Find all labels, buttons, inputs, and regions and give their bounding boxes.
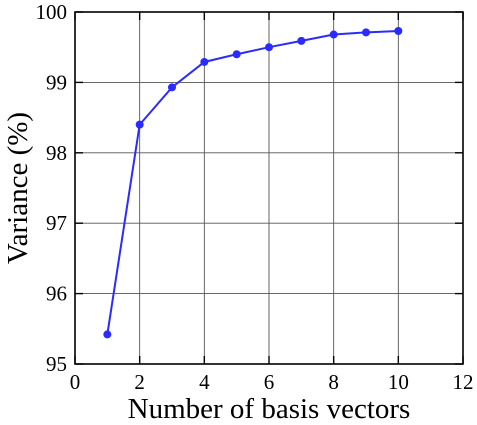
x-tick-label: 6 bbox=[264, 370, 275, 394]
data-point bbox=[297, 36, 306, 45]
y-tick-label: 99 bbox=[46, 70, 67, 94]
y-axis-title: Variance (%) bbox=[2, 112, 34, 264]
x-tick-label: 10 bbox=[388, 370, 409, 394]
y-tick-label: 100 bbox=[36, 0, 68, 24]
x-tick-label: 8 bbox=[328, 370, 339, 394]
x-axis-title: Number of basis vectors bbox=[128, 393, 411, 425]
x-tick-label: 2 bbox=[134, 370, 145, 394]
grid bbox=[75, 12, 463, 364]
data-point bbox=[362, 28, 370, 37]
data-point bbox=[394, 27, 403, 36]
data-point bbox=[103, 330, 112, 339]
series-line bbox=[106, 30, 399, 335]
x-tick-label: 12 bbox=[453, 370, 474, 394]
data-point bbox=[200, 57, 209, 66]
y-tick-label: 97 bbox=[46, 211, 67, 235]
series-layer bbox=[103, 27, 403, 339]
data-point bbox=[232, 50, 241, 59]
data-point bbox=[168, 83, 176, 92]
data-point bbox=[135, 120, 144, 129]
data-point bbox=[265, 43, 273, 52]
data-point bbox=[329, 30, 338, 39]
tick-layer: 0 2 4 6 8 10 12 95 96 97 98 99 100 bbox=[36, 0, 474, 394]
y-tick-label: 98 bbox=[46, 141, 67, 165]
x-tick-label: 4 bbox=[199, 370, 210, 394]
x-tick-label: 0 bbox=[70, 370, 81, 394]
y-tick-label: 95 bbox=[46, 352, 67, 376]
y-tick-label: 96 bbox=[46, 282, 67, 306]
